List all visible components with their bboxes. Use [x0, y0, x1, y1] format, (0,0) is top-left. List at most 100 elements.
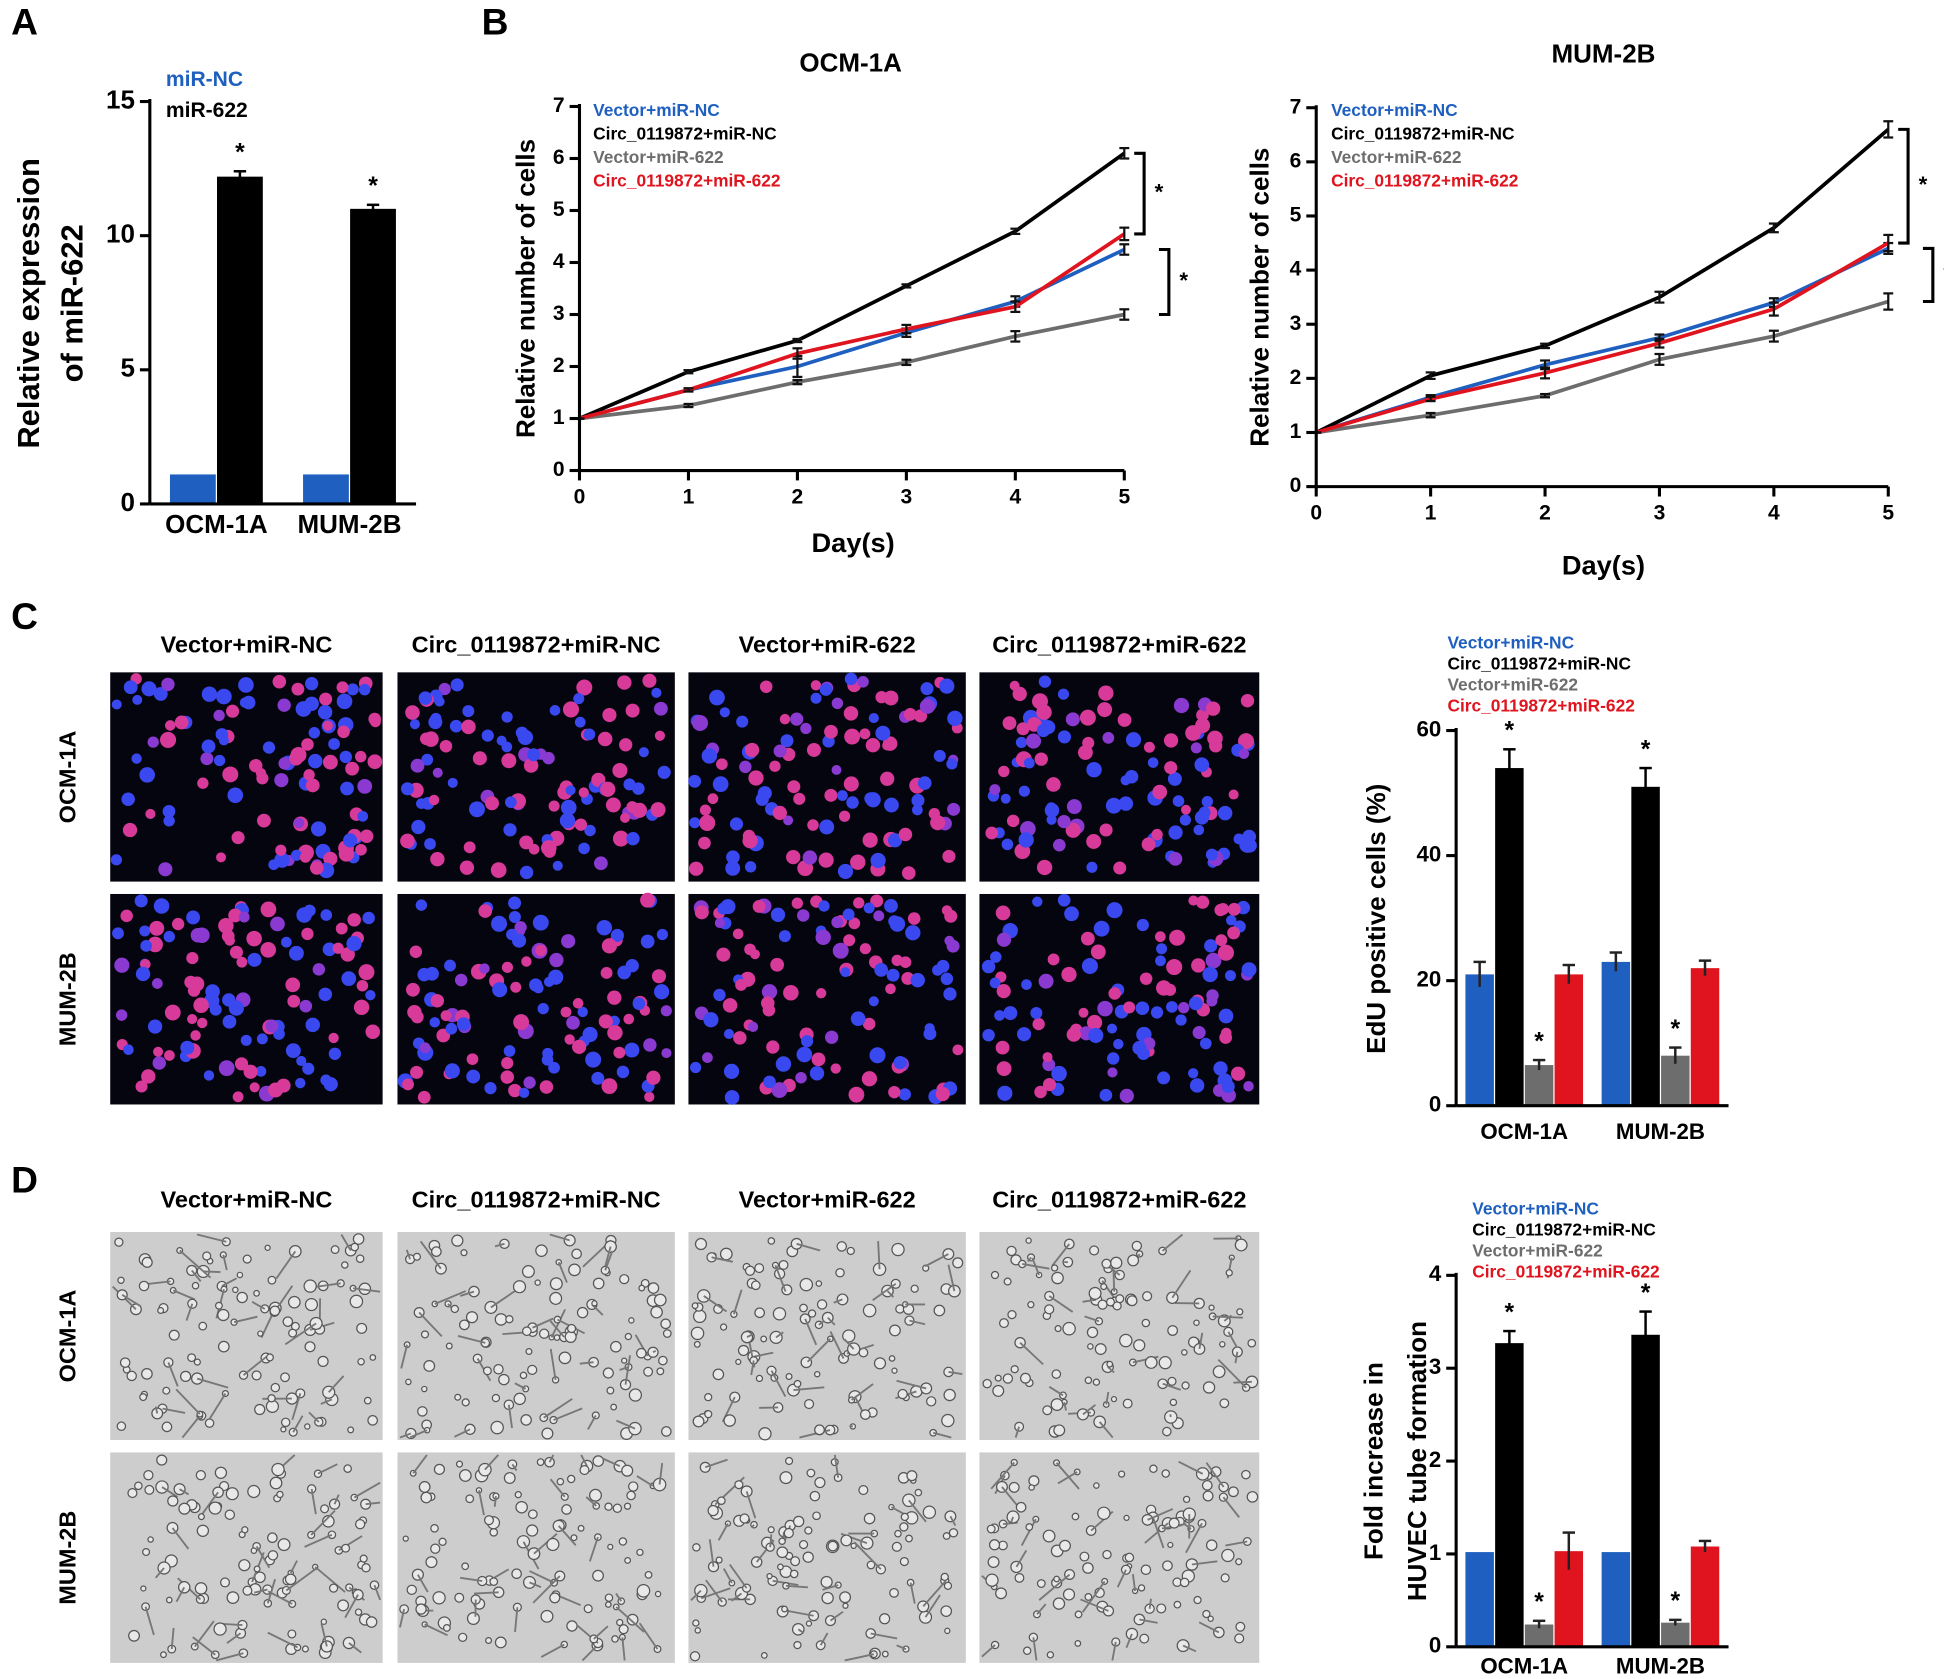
cell	[160, 1651, 167, 1659]
cell	[485, 1637, 493, 1645]
cell	[924, 1023, 935, 1034]
tube	[833, 1454, 840, 1478]
cell	[861, 1071, 878, 1087]
cell	[1154, 931, 1166, 943]
cell	[341, 1543, 351, 1553]
cell	[884, 797, 899, 813]
column-label: Vector+miR-NC	[160, 1186, 332, 1212]
cell	[1162, 1426, 1172, 1437]
cell	[117, 1276, 125, 1285]
cell	[1151, 828, 1163, 841]
tube	[557, 1261, 568, 1283]
cell	[416, 798, 427, 809]
cell	[944, 1510, 957, 1523]
cell	[268, 859, 280, 871]
tube	[304, 1533, 333, 1548]
cell	[303, 1279, 317, 1293]
cell	[541, 840, 557, 856]
significance-mark: *	[1919, 172, 1928, 197]
cell	[463, 841, 476, 854]
cell	[900, 1512, 909, 1522]
cell	[356, 1322, 368, 1334]
error-bar	[1119, 243, 1130, 256]
cell	[1007, 1309, 1017, 1320]
tube	[1139, 1618, 1158, 1624]
cell	[483, 1515, 495, 1526]
cell	[425, 1556, 438, 1569]
cell	[715, 1556, 723, 1564]
micrograph	[688, 893, 966, 1105]
cell	[347, 1426, 355, 1434]
cell	[163, 1357, 174, 1368]
y-axis-label: HUVEC tube formation	[1402, 1321, 1432, 1601]
tube	[947, 1264, 956, 1292]
cell	[1228, 1486, 1239, 1498]
cell	[503, 1045, 516, 1057]
cell	[301, 1645, 309, 1653]
tube	[490, 1288, 518, 1309]
micrograph	[397, 892, 675, 1105]
cell	[238, 1559, 251, 1572]
cell	[153, 686, 168, 701]
significance-mark: *	[1670, 1016, 1680, 1043]
cell	[430, 1523, 439, 1533]
tube	[896, 1379, 927, 1390]
cell	[1006, 1245, 1017, 1257]
cell	[935, 1086, 950, 1102]
cell	[556, 1477, 565, 1486]
cell	[704, 1392, 713, 1402]
cell	[301, 927, 314, 941]
cell	[932, 964, 944, 976]
cell	[985, 826, 999, 840]
cell	[880, 771, 895, 786]
cell	[640, 892, 656, 908]
cell	[243, 1064, 258, 1079]
cell	[424, 838, 436, 850]
cell	[365, 989, 376, 1001]
cell	[1192, 1026, 1206, 1040]
cell	[989, 784, 1001, 796]
cell	[1087, 1343, 1094, 1350]
cell	[304, 1341, 316, 1353]
cell	[285, 1043, 301, 1059]
cell	[647, 1282, 660, 1294]
x-tick-label: 0	[1310, 501, 1322, 524]
tube	[434, 1290, 467, 1305]
cell	[1106, 902, 1123, 919]
cell	[354, 750, 367, 763]
cell	[792, 1515, 805, 1528]
tube	[580, 1454, 588, 1467]
cell	[699, 814, 716, 831]
cell	[417, 1090, 431, 1104]
cell	[628, 1481, 639, 1492]
cell	[807, 819, 819, 831]
cell	[287, 1629, 297, 1639]
cell	[704, 1410, 713, 1419]
cell	[624, 1556, 632, 1564]
cell	[1042, 1078, 1057, 1092]
cell	[430, 994, 444, 1008]
cell	[238, 911, 250, 923]
cell	[519, 1371, 528, 1380]
tube	[615, 1606, 645, 1633]
tube	[1161, 1233, 1184, 1252]
error-bar	[1883, 233, 1894, 253]
cell	[328, 738, 340, 750]
cell	[444, 959, 456, 972]
cell	[574, 716, 586, 728]
cell	[167, 1495, 179, 1507]
cell	[842, 1602, 849, 1609]
cell	[894, 1529, 902, 1538]
tube	[459, 1290, 475, 1297]
cell	[1078, 745, 1093, 760]
cell	[1156, 1603, 1167, 1614]
tube	[457, 1335, 486, 1344]
cell	[1110, 1396, 1118, 1403]
cell	[461, 1398, 470, 1407]
tube	[424, 1623, 448, 1637]
y-tick-label: 60	[1416, 716, 1441, 741]
cell	[249, 759, 263, 773]
cell	[1139, 1633, 1150, 1644]
bar	[1661, 1622, 1690, 1647]
cell	[1207, 730, 1223, 747]
